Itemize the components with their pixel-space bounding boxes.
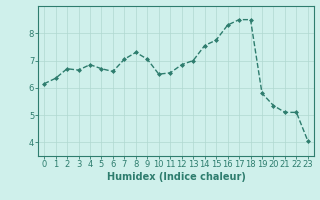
X-axis label: Humidex (Indice chaleur): Humidex (Indice chaleur)	[107, 172, 245, 182]
